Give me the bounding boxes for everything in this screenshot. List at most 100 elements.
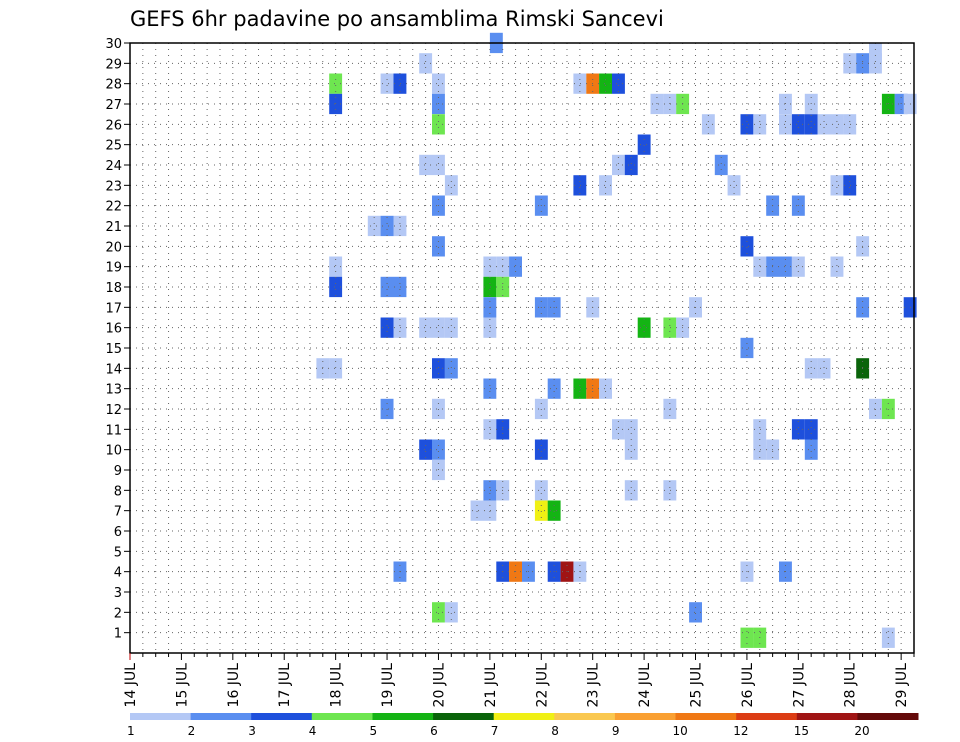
y-tick-label: 18 (105, 281, 122, 296)
colorbar-label: 9 (612, 724, 620, 738)
precip-cell (419, 439, 433, 460)
precip-cell (624, 154, 638, 176)
colorbar-swatch (675, 713, 737, 720)
colorbar-swatch (130, 713, 192, 720)
precip-cell (740, 114, 754, 135)
y-tick-label: 7 (114, 505, 122, 520)
colorbar-label: 1 (127, 724, 135, 738)
precip-cell (419, 53, 433, 74)
y-tick-label: 1 (114, 627, 122, 642)
precip-cell (753, 114, 767, 135)
precip-cell (483, 276, 497, 298)
x-tick-label: 20 JUL (431, 663, 447, 708)
precip-cell (612, 154, 625, 176)
y-tick-label: 12 (105, 403, 122, 418)
precip-cell (483, 256, 497, 277)
precip-cell (380, 317, 394, 338)
y-tick-label: 20 (105, 240, 122, 255)
precip-cell (804, 439, 818, 460)
x-tick-label: 16 JUL (226, 663, 242, 708)
precip-cell (830, 175, 844, 196)
y-tick-label: 28 (105, 78, 122, 93)
x-tick-label: 28 JUL (843, 663, 859, 708)
precip-cell (509, 256, 522, 277)
precip-cell (624, 480, 638, 501)
precip-cell (483, 500, 497, 521)
precip-cell (624, 419, 638, 440)
chart-title: GEFS 6hr padavine po ansamblima Rimski S… (130, 7, 664, 31)
colorbar-label: 7 (491, 724, 499, 738)
y-tick-label: 17 (105, 301, 122, 316)
y-tick-label: 13 (105, 383, 122, 398)
colorbar-label: 3 (248, 724, 256, 738)
precip-cell (599, 175, 612, 196)
precip-cell (393, 317, 407, 338)
precip-cell (599, 378, 612, 399)
precip-cell (329, 358, 343, 379)
precip-cell (444, 317, 458, 338)
y-tick-label: 26 (105, 118, 122, 133)
precip-cell (432, 439, 445, 460)
precip-cell (534, 439, 548, 460)
x-tick-label: 29 JUL (894, 663, 910, 708)
precip-cell (329, 276, 343, 298)
precip-cell (791, 419, 805, 440)
colorbar-swatch (614, 713, 676, 720)
colorbar-label: 5 (370, 724, 378, 738)
colorbar-label: 8 (551, 724, 559, 738)
precip-cell (843, 175, 857, 196)
precip-cell (380, 73, 394, 94)
y-tick-label: 10 (105, 444, 122, 459)
precip-cell (393, 73, 407, 94)
precip-cell (843, 53, 857, 74)
precip-cell (432, 154, 445, 176)
colorbar-label: 12 (733, 724, 748, 738)
x-tick-label: 22 JUL (534, 663, 550, 708)
y-tick-label: 8 (114, 484, 122, 499)
precip-cell (624, 439, 638, 460)
y-tick-label: 24 (105, 159, 122, 174)
colorbar-swatch (796, 713, 858, 720)
y-tick-label: 23 (105, 179, 122, 194)
y-tick-label: 15 (105, 342, 122, 357)
x-tick-label: 18 JUL (329, 663, 345, 708)
precip-cell (534, 398, 548, 420)
precip-cell (432, 317, 445, 338)
precip-cell (483, 378, 497, 399)
precip-cell (869, 398, 882, 420)
precip-cell (573, 378, 587, 399)
colorbar-swatch (736, 713, 798, 720)
precip-cell (444, 358, 458, 379)
colorbar-swatch (857, 713, 919, 720)
precip-cell (843, 114, 857, 135)
y-axis: 1234567891011121314151617181920212223242… (105, 37, 130, 642)
colorbar-swatch (493, 713, 555, 720)
precip-cell (753, 439, 767, 460)
precip-cell (534, 500, 548, 521)
precip-cell (432, 602, 445, 623)
x-tick-label: 26 JUL (740, 663, 756, 708)
y-tick-label: 2 (114, 606, 122, 621)
colorbar: 1 2 3 4 5 6 7 8 9 10 12 15 20 (127, 713, 919, 738)
precip-cell (779, 114, 792, 135)
y-tick-label: 22 (105, 200, 122, 215)
precip-cell (599, 73, 612, 94)
x-tick-label: 23 JUL (586, 663, 602, 708)
y-tick-label: 14 (105, 362, 122, 377)
colorbar-swatch (190, 713, 252, 720)
precip-cell (329, 73, 343, 94)
precip-cell (881, 398, 895, 420)
precip-cell (432, 398, 445, 420)
y-tick-label: 4 (114, 566, 122, 581)
colorbar-label: 10 (673, 724, 688, 738)
precip-cell (380, 276, 394, 298)
precip-cell (804, 419, 818, 440)
precip-cell (830, 114, 844, 135)
y-tick-label: 29 (105, 57, 122, 72)
precip-cell (393, 215, 407, 237)
precip-cells (316, 32, 917, 648)
colorbar-swatch (372, 713, 434, 720)
precip-cell (573, 73, 587, 94)
precip-cell (483, 317, 497, 338)
